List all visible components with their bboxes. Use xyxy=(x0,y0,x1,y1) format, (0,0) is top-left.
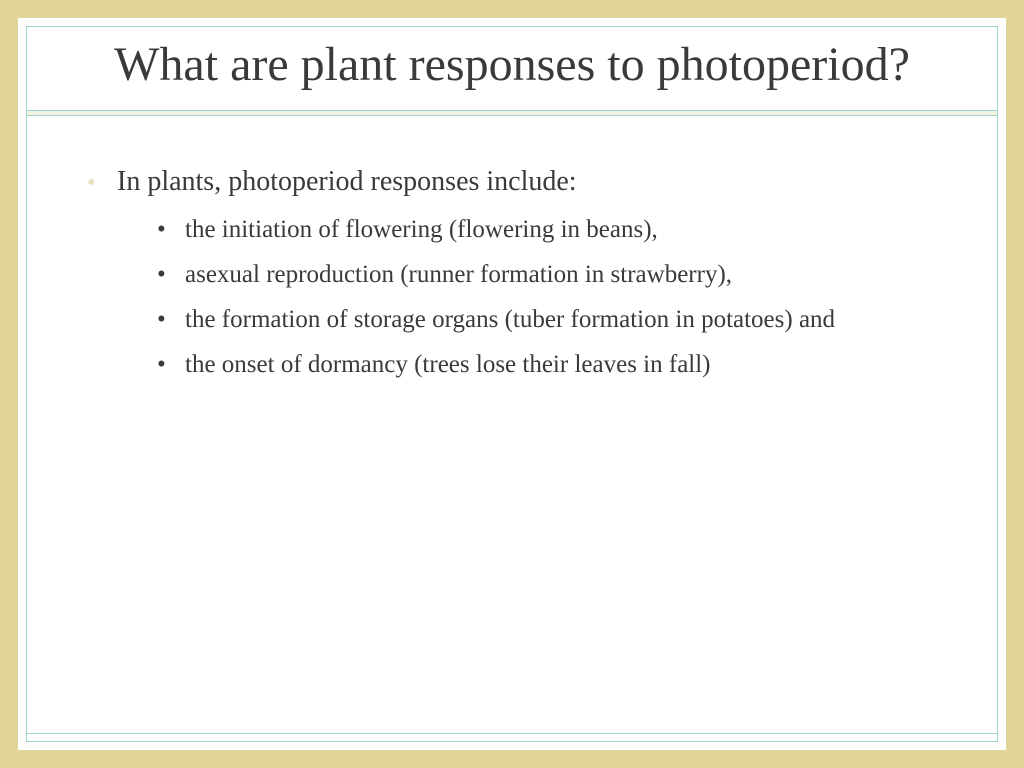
title-section: What are plant responses to photoperiod? xyxy=(27,27,997,110)
slide-title: What are plant responses to photoperiod? xyxy=(47,37,977,92)
intro-text: In plants, photoperiod responses include… xyxy=(117,166,577,198)
slide-outer-frame: What are plant responses to photoperiod?… xyxy=(18,18,1006,750)
bullet-item: the formation of storage organs (tuber f… xyxy=(157,302,937,337)
intro-line: • In plants, photoperiod responses inclu… xyxy=(87,166,937,198)
intro-bullet-icon: • xyxy=(87,170,117,197)
bullet-list: the initiation of flowering (flowering i… xyxy=(87,212,937,382)
bullet-item: the onset of dormancy (trees lose their … xyxy=(157,347,937,382)
content-section: • In plants, photoperiod responses inclu… xyxy=(27,116,997,733)
bullet-item: the initiation of flowering (flowering i… xyxy=(157,212,937,247)
bottom-divider xyxy=(27,733,997,741)
slide-inner-frame: What are plant responses to photoperiod?… xyxy=(26,26,998,742)
bullet-item: asexual reproduction (runner formation i… xyxy=(157,257,937,292)
